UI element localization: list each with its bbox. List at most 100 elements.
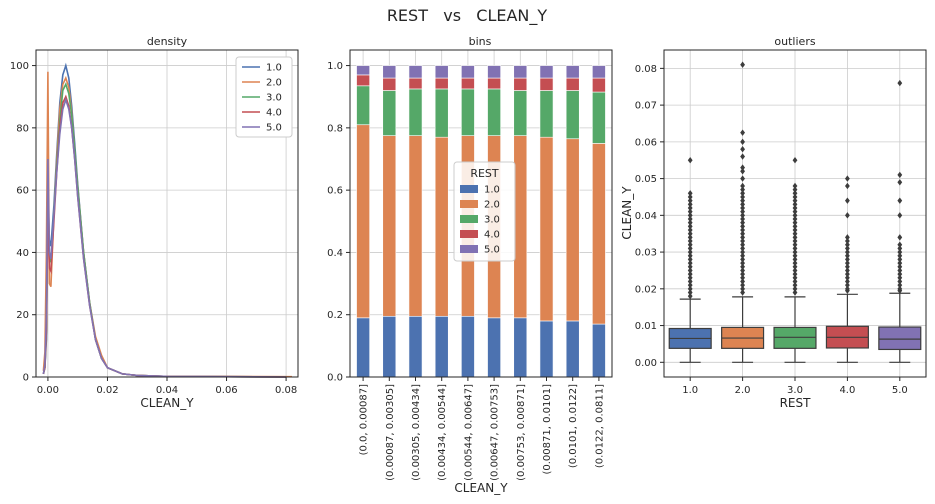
outliers-ytick-label: 0.05 [635,174,657,185]
outliers-point [845,281,850,289]
outliers-point [740,270,745,278]
outliers-point [687,234,693,241]
bins-bar-3.0 [408,88,423,136]
outliers-point [740,234,745,241]
bins-bar-5.0 [382,65,397,79]
outliers-ytick-label: 0.06 [635,137,657,148]
bins-bar-2.0 [592,143,606,325]
outliers-point [792,274,798,281]
bins-xtick-label: (0.00753, 0.00871] [516,384,527,481]
bins-bar-1.0 [539,320,554,378]
outliers-point [792,263,798,270]
outliers-point [687,278,693,285]
outliers-point [740,281,745,289]
outliers-point [792,219,798,226]
bins-legend-title: REST [470,167,499,180]
outliers-point [897,281,903,289]
density-xtick-label: 0.08 [275,385,297,396]
outliers-point [687,219,693,226]
outliers-point [740,212,745,219]
outliers-point [792,241,798,248]
outliers-point [897,79,903,87]
figure-suptitle: REST vs CLEAN_Y [387,6,548,26]
density-legend-label: 5.0 [266,123,282,134]
outliers-point [740,263,745,270]
outliers-panel: outliers 0.00 0.01 0.02 0.03 0.04 0.05 0.06 0.0… [620,35,927,410]
bins-legend-swatch [460,200,478,208]
bins-xtick-label: (0.00434, 0.00544] [437,384,448,481]
outliers-point [740,245,745,252]
bins-bar-2.0 [513,135,528,319]
outliers-point [687,289,693,296]
bins-bar-4.0 [487,77,501,90]
bins-ytick-label: 0.8 [327,123,343,134]
bins-ytick-label: 0.0 [327,373,343,384]
outliers-ytick-label: 0.07 [635,101,657,112]
outliers-point [897,259,903,267]
outliers-point [792,186,798,193]
bins-bar-4.0 [513,77,528,91]
bins-bar-3.0 [382,90,397,136]
bins-legend-label: 2.0 [484,200,500,211]
outliers-point [687,157,693,164]
outliers-point [845,259,850,267]
bins-legend-swatch [460,215,478,223]
bins-bar-5.0 [565,65,580,79]
bins-bar-2.0 [356,124,370,319]
bins-bar-3.0 [539,90,554,138]
bins-bar-1.0 [565,320,580,378]
outliers-point [845,197,850,204]
bins-legend-swatch [460,185,478,193]
bins-bar-2.0 [408,135,423,317]
outliers-point [687,201,693,208]
outliers-point [897,285,903,293]
density-ytick-label: 20 [16,310,29,321]
outliers-point [792,278,798,285]
outliers-ylabel: CLEAN_Y [620,186,634,240]
outliers-ytick-label: 0.03 [635,248,657,259]
outliers-point [792,237,798,245]
outliers-point [845,237,850,245]
bins-bar-4.0 [592,77,606,93]
bins-bar-5.0 [592,65,606,79]
outliers-point [740,259,745,267]
outliers-point [740,289,745,296]
bins-bar-1.0 [356,317,370,378]
outliers-point [845,234,850,241]
outliers-point [792,248,798,256]
outliers-point [740,190,745,197]
bins-bar-3.0 [513,90,528,136]
outliers-point [687,274,693,281]
bins-xtick-label: (0.00544, 0.00647] [463,384,474,481]
bins-bar-5.0 [461,65,475,79]
density-ytick-label: 0 [23,373,29,384]
outliers-point [845,248,850,256]
outliers-point [792,201,798,208]
outliers-point [740,175,745,182]
density-ytick-label: 100 [10,61,29,72]
bins-bar-4.0 [356,74,370,87]
bins-bar-3.0 [434,88,449,138]
density-xlabel: CLEAN_Y [140,396,194,410]
bins-bar-4.0 [408,77,423,90]
density-legend: 1.0 2.0 3.0 4.0 5.0 [235,56,293,138]
outliers-point [845,256,850,263]
outliers-point [792,182,798,190]
outliers-point [897,267,903,274]
bins-bar-2.0 [539,136,554,322]
outliers-ytick-label: 0.04 [635,211,657,222]
outliers-point [792,234,798,241]
outliers-point [792,226,798,234]
outliers-point [792,157,798,164]
density-legend-frame [235,56,293,138]
outliers-point [740,182,745,190]
outliers-ytick-label: 0.02 [635,284,657,295]
outliers-point [897,248,903,256]
outliers-point [792,204,798,212]
bins-axes-frame [349,49,613,378]
outliers-ytick-label: 0.08 [635,64,657,75]
outliers-point [687,281,693,289]
bins-legend-swatch [460,245,478,253]
bins-legend-label: 5.0 [484,245,500,256]
